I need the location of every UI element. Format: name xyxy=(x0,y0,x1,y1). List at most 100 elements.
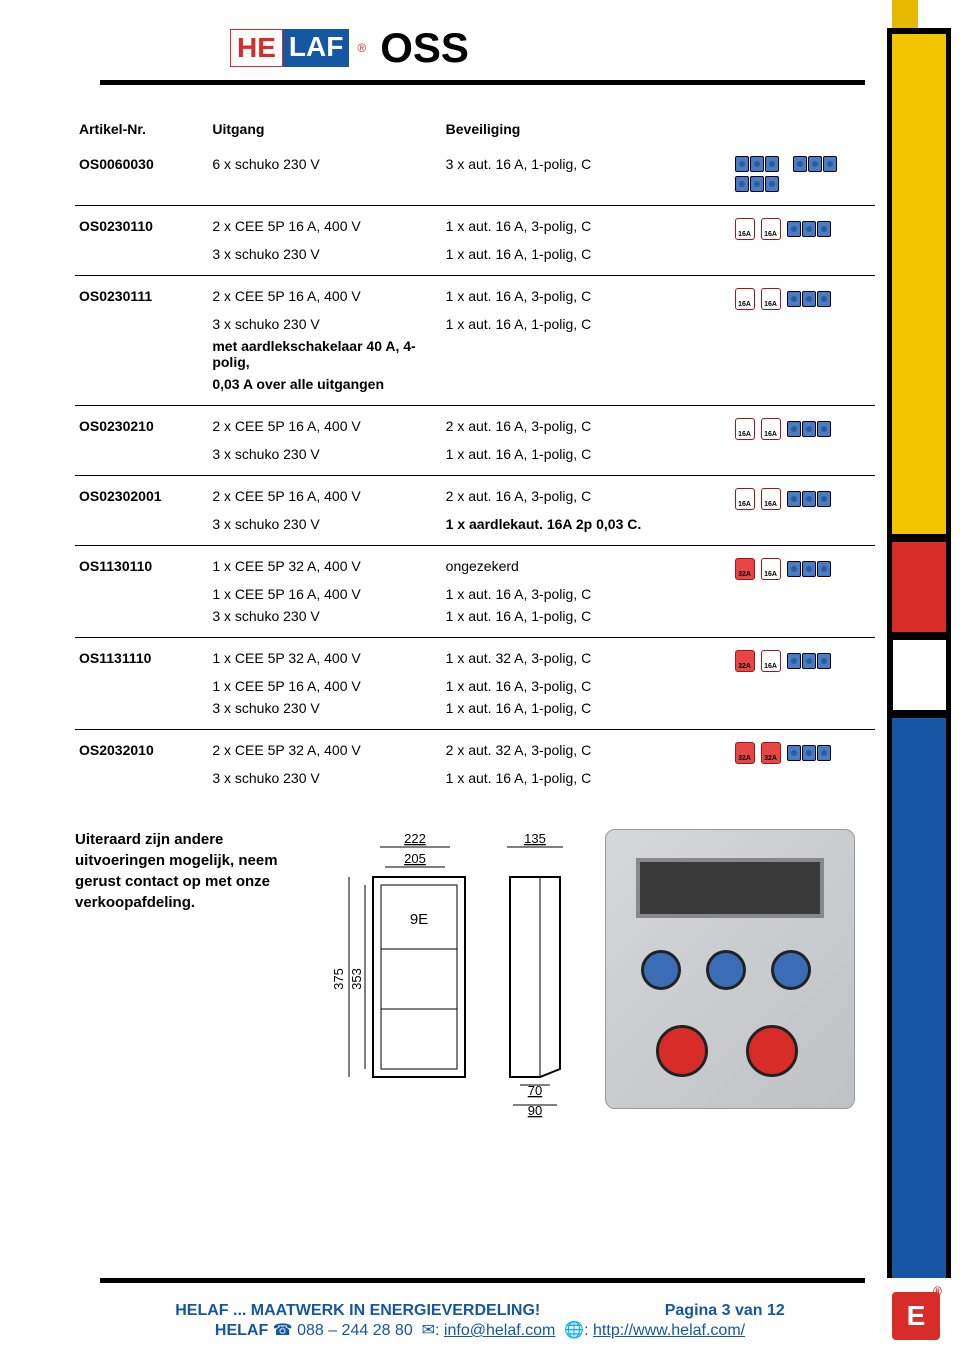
phone-icon: ☎ xyxy=(273,1322,293,1339)
footer-web-link[interactable]: http://www.helaf.com/ xyxy=(593,1322,745,1339)
socket-icons: 32A32A xyxy=(731,739,875,767)
footer-rule xyxy=(100,1278,865,1283)
article-number xyxy=(75,313,208,335)
content: Artikel-Nr. Uitgang Beveiliging OS006003… xyxy=(75,115,875,1129)
uitgang-cell: 3 x schuko 230 V xyxy=(208,513,441,535)
dim-label: 9E xyxy=(410,911,428,928)
article-number: OS02302001 xyxy=(75,485,208,513)
socket-icons xyxy=(731,583,875,605)
beveiliging-cell: 1 x aut. 16 A, 3-polig, C xyxy=(442,285,731,313)
article-number xyxy=(75,697,208,719)
deco-vline xyxy=(946,28,951,1278)
socket-icons xyxy=(731,697,875,719)
page-header: HE LAF ® OSS xyxy=(230,24,469,72)
article-number: OS0230210 xyxy=(75,415,208,443)
beveiliging-cell: 1 x aut. 16 A, 3-polig, C xyxy=(442,675,731,697)
col-header-uitgang: Uitgang xyxy=(208,115,441,153)
article-number: OS2032010 xyxy=(75,739,208,767)
uitgang-cell: 0,03 A over alle uitgangen xyxy=(208,373,441,395)
logo: HE LAF xyxy=(230,29,349,67)
socket-icons xyxy=(731,335,875,373)
article-number xyxy=(75,513,208,535)
uitgang-cell: 2 x CEE 5P 16 A, 400 V xyxy=(208,215,441,243)
uitgang-cell: 2 x CEE 5P 16 A, 400 V xyxy=(208,485,441,513)
uitgang-cell: met aardlekschakelaar 40 A, 4-polig, xyxy=(208,335,441,373)
socket-icons xyxy=(731,373,875,395)
beveiliging-cell: 1 x aut. 16 A, 3-polig, C xyxy=(442,583,731,605)
beveiliging-cell: 2 x aut. 16 A, 3-polig, C xyxy=(442,415,731,443)
deco-bar xyxy=(889,710,949,718)
uitgang-cell: 2 x CEE 5P 16 A, 400 V xyxy=(208,285,441,313)
dim-label: 135 xyxy=(524,831,546,846)
deco-bar xyxy=(889,632,949,640)
socket-icons xyxy=(731,513,875,535)
uitgang-cell: 3 x schuko 230 V xyxy=(208,243,441,265)
uitgang-cell: 2 x CEE 5P 32 A, 400 V xyxy=(208,739,441,767)
beveiliging-cell: 3 x aut. 16 A, 1-polig, C xyxy=(442,153,731,195)
article-number: OS0060030 xyxy=(75,153,208,195)
note-text: Uiteraard zijn andere uitvoeringen mogel… xyxy=(75,829,305,913)
socket-icons xyxy=(731,153,875,195)
dim-label: 375 xyxy=(331,968,346,990)
dim-label: 222 xyxy=(404,831,426,846)
uitgang-cell: 1 x CEE 5P 32 A, 400 V xyxy=(208,555,441,583)
article-number xyxy=(75,335,208,373)
footer-company: HELAF xyxy=(215,1322,268,1339)
socket-icons xyxy=(731,605,875,627)
socket-icons xyxy=(731,243,875,265)
article-number: OS0230110 xyxy=(75,215,208,243)
page-number: Pagina 3 van 12 xyxy=(665,1302,785,1319)
article-number xyxy=(75,675,208,697)
uitgang-cell: 1 x CEE 5P 16 A, 400 V xyxy=(208,675,441,697)
socket-icons xyxy=(731,675,875,697)
page-title: OSS xyxy=(380,24,469,72)
beveiliging-cell: 1 x aut. 16 A, 1-polig, C xyxy=(442,767,731,789)
deco-bar-white xyxy=(892,640,946,710)
article-number xyxy=(75,767,208,789)
beveiliging-cell: 1 x aut. 16 A, 3-polig, C xyxy=(442,215,731,243)
deco-vline xyxy=(887,28,892,1278)
beveiliging-cell: ongezekerd xyxy=(442,555,731,583)
col-header-beveiliging: Beveiliging xyxy=(442,115,731,153)
deco-bar-yellow xyxy=(892,34,946,534)
header-rule xyxy=(100,80,865,85)
dim-label: 205 xyxy=(404,851,426,866)
footer-slogan: HELAF ... MAATWERK IN ENERGIEVERDELING! xyxy=(175,1302,540,1319)
logo-right: LAF xyxy=(283,29,349,67)
footer-email-link[interactable]: info@helaf.com xyxy=(444,1322,555,1339)
logo-left: HE xyxy=(230,29,283,67)
corner-logo-icon: E xyxy=(892,1292,940,1340)
product-table: Artikel-Nr. Uitgang Beveiliging OS006003… xyxy=(75,115,875,799)
beveiliging-cell: 1 x aut. 32 A, 3-polig, C xyxy=(442,647,731,675)
article-number: OS0230111 xyxy=(75,285,208,313)
article-number xyxy=(75,443,208,465)
uitgang-cell: 1 x CEE 5P 16 A, 400 V xyxy=(208,583,441,605)
uitgang-cell: 1 x CEE 5P 32 A, 400 V xyxy=(208,647,441,675)
article-number xyxy=(75,583,208,605)
socket-icons: 16A16A xyxy=(731,485,875,513)
socket-icons: 32A16A xyxy=(731,555,875,583)
beveiliging-cell: 1 x aut. 16 A, 1-polig, C xyxy=(442,243,731,265)
beveiliging-cell: 2 x aut. 32 A, 3-polig, C xyxy=(442,739,731,767)
dim-label: 353 xyxy=(349,968,364,990)
uitgang-cell: 3 x schuko 230 V xyxy=(208,767,441,789)
article-number xyxy=(75,605,208,627)
footer-phone: 088 – 244 28 80 xyxy=(297,1322,413,1339)
deco-bar-red xyxy=(892,542,946,632)
technical-diagram: 222 205 9E 375 353 135 70 xyxy=(325,829,585,1129)
deco-bar xyxy=(889,534,949,542)
beveiliging-cell xyxy=(442,335,731,373)
socket-icons: 16A16A xyxy=(731,285,875,313)
beveiliging-cell xyxy=(442,373,731,395)
web-icon: 🌐 xyxy=(564,1322,584,1339)
uitgang-cell: 3 x schuko 230 V xyxy=(208,697,441,719)
note-block: Uiteraard zijn andere uitvoeringen mogel… xyxy=(75,829,875,1129)
beveiliging-cell: 2 x aut. 16 A, 3-polig, C xyxy=(442,485,731,513)
beveiliging-cell: 1 x aut. 16 A, 1-polig, C xyxy=(442,313,731,335)
article-number xyxy=(75,243,208,265)
uitgang-cell: 6 x schuko 230 V xyxy=(208,153,441,195)
socket-icons: 32A16A xyxy=(731,647,875,675)
socket-icons xyxy=(731,443,875,465)
beveiliging-cell: 1 x aut. 16 A, 1-polig, C xyxy=(442,605,731,627)
beveiliging-cell: 1 x aardlekaut. 16A 2p 0,03 C. xyxy=(442,513,731,535)
